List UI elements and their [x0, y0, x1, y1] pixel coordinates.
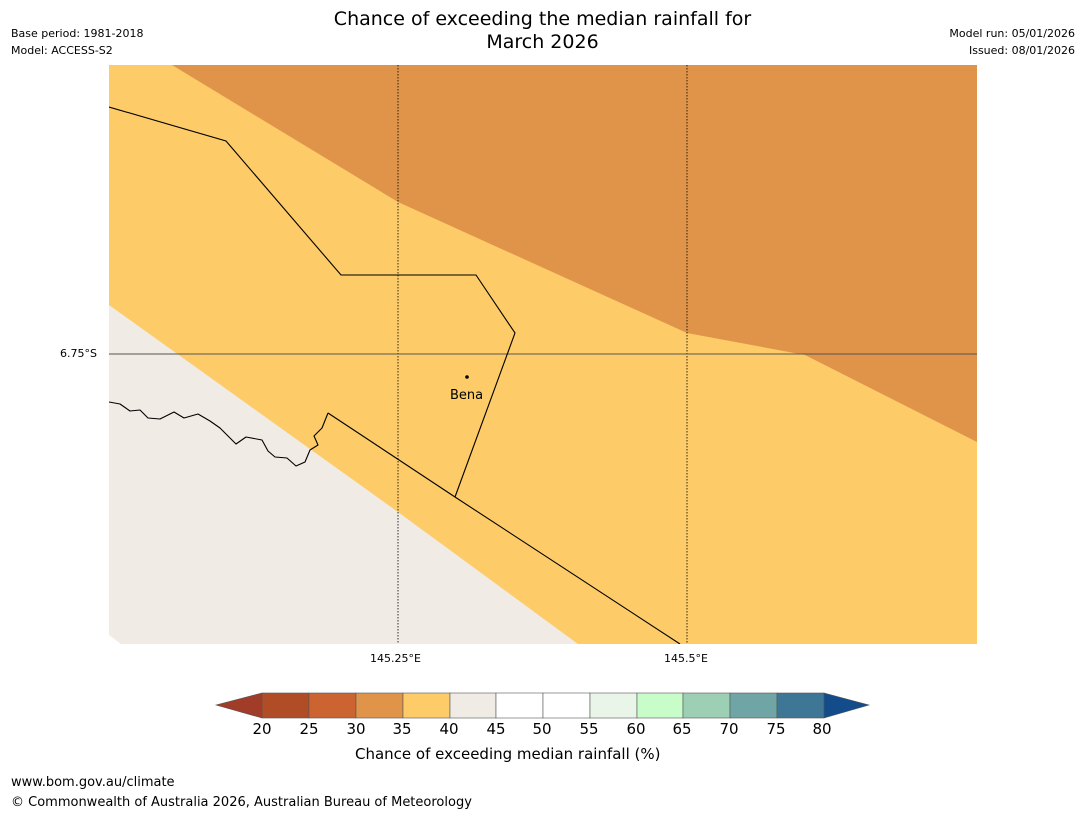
lon-label-2: 145.5°E — [664, 652, 708, 665]
river-line — [109, 401, 329, 467]
title-line-1: Chance of exceeding the median rainfall … — [333, 8, 752, 30]
colorbar-tick: 25 — [299, 720, 319, 738]
colorbar-tick: 20 — [252, 720, 272, 738]
band-40-45 — [109, 305, 578, 644]
base-period: Base period: 1981-2018 — [11, 27, 144, 40]
map-area — [109, 65, 977, 644]
province-boundary-north — [109, 106, 516, 498]
colorbar-tick: 40 — [439, 720, 459, 738]
band-30-35 — [172, 65, 977, 442]
title-line-2: March 2026 — [486, 31, 599, 53]
colorbar-tick: 70 — [719, 720, 739, 738]
issued-date: Issued: 08/01/2026 — [968, 44, 1075, 57]
page-title: Chance of exceeding the median rainfall … — [0, 8, 1085, 54]
colorbar-segment-30-35 — [355, 692, 404, 719]
colorbar-segment-65-70 — [682, 692, 731, 719]
colorbar-tick: 35 — [392, 720, 412, 738]
place-label-bena: Bena — [450, 388, 484, 403]
colorbar-tick: 65 — [672, 720, 692, 738]
colorbar-tick: 80 — [812, 720, 832, 738]
colorbar-label: Chance of exceeding median rainfall (%) — [355, 745, 661, 763]
colorbar-tick: 30 — [346, 720, 366, 738]
colorbar-segment-60-65 — [636, 692, 684, 719]
colorbar-tick: 45 — [486, 720, 506, 738]
colorbar-extend-high — [823, 692, 871, 719]
colorbar-segment-55-60 — [589, 692, 638, 719]
colorbar-tick: 50 — [532, 720, 552, 738]
colorbar-segment-35-40 — [402, 692, 451, 719]
model-name: Model: ACCESS-S2 — [11, 44, 113, 57]
lon-label-1: 145.25°E — [370, 652, 421, 665]
colorbar-segment-70-75 — [729, 692, 778, 719]
colorbar-segment-20-25 — [261, 692, 310, 719]
colorbar-tick: 75 — [766, 720, 786, 738]
colorbar-tick: 60 — [626, 720, 646, 738]
colorbar-segment-75-80 — [776, 692, 825, 719]
colorbar-extend-low — [214, 692, 263, 719]
lat-label: 6.75°S — [60, 347, 97, 360]
bena-town-marker — [465, 375, 469, 379]
province-boundary-south — [327, 412, 681, 644]
colorbar — [214, 692, 871, 719]
footer-url[interactable]: www.bom.gov.au/climate — [11, 775, 175, 790]
map-corner-gap — [109, 635, 121, 644]
model-run: Model run: 05/01/2026 — [949, 27, 1075, 40]
footer-copyright: © Commonwealth of Australia 2026, Austra… — [11, 795, 472, 810]
colorbar-tick: 55 — [579, 720, 599, 738]
colorbar-segment-50-55 — [542, 692, 591, 719]
colorbar-segment-25-30 — [308, 692, 357, 719]
colorbar-segment-45-50 — [495, 692, 544, 719]
colorbar-segment-40-45 — [449, 692, 497, 719]
